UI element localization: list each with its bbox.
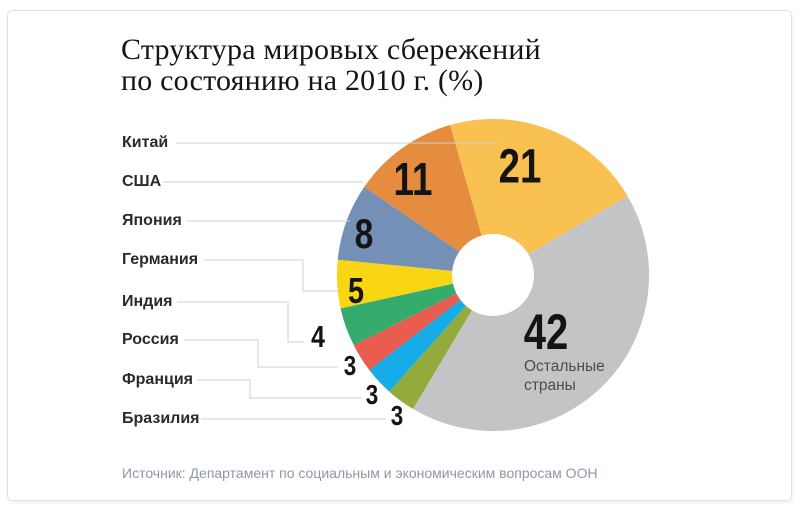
- value-label-0: 21: [498, 140, 542, 194]
- legend-label-2: Япония: [122, 212, 182, 229]
- pie-slice-8: [413, 196, 650, 432]
- value-label-2: 8: [354, 210, 374, 257]
- pie-slice-3: [336, 259, 453, 309]
- leader-line-4: [177, 301, 304, 343]
- legend-label-6: Франция: [122, 371, 193, 388]
- value-label-7: 3: [390, 400, 404, 431]
- leader-line-5: [184, 339, 338, 368]
- value-label-3: 5: [347, 270, 365, 311]
- value-label-5: 3: [343, 350, 357, 381]
- leader-line-3: [204, 259, 338, 292]
- chart-title: Структура мировых сбережений по состояни…: [121, 33, 541, 97]
- pie-slice-7: [389, 305, 472, 409]
- pie-slice-4: [340, 283, 457, 346]
- value-label-6: 3: [365, 379, 379, 410]
- pie-slice-2: [337, 186, 460, 271]
- pie-slice-0: [450, 118, 628, 255]
- legend-label-7: Бразилия: [122, 410, 200, 427]
- value-label-1: 11: [393, 153, 433, 205]
- pie-slice-5: [353, 293, 461, 371]
- value-label-8: 42: [523, 304, 569, 360]
- legend-label-3: Германия: [122, 251, 199, 268]
- pie-slice-6: [369, 300, 466, 392]
- value-label-4: 4: [311, 319, 325, 354]
- pie-slice-1: [364, 125, 482, 252]
- legend-label-0: Китай: [122, 134, 169, 151]
- legend-label-4: Индия: [122, 293, 173, 310]
- leader-line-6: [197, 379, 362, 399]
- slice-sublabel-8: Остальные страны: [524, 358, 605, 394]
- source-note: Источник: Департамент по социальным и эк…: [122, 465, 598, 481]
- legend-label-5: Россия: [122, 331, 179, 348]
- legend-label-1: США: [122, 173, 162, 190]
